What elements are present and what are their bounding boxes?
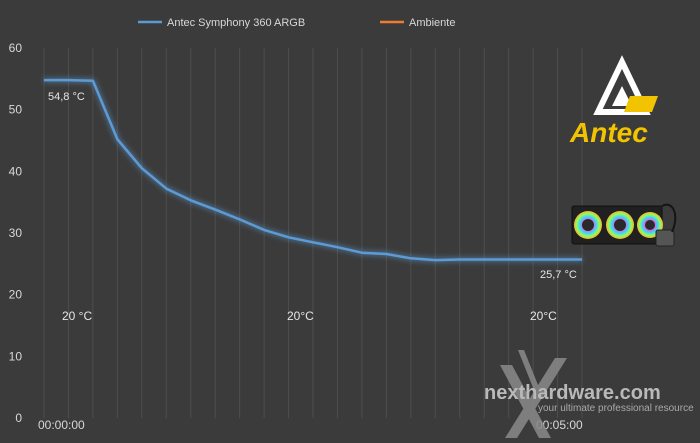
- antec-logo-text: Antec: [569, 117, 648, 148]
- annotations: 54,8 °C 25,7 °C 20 °C 20°C 20°C: [48, 91, 577, 323]
- y-tick-label: 20: [9, 288, 23, 302]
- x-logo-icon: [500, 350, 567, 440]
- legend-label-series-2: Ambiente: [409, 17, 455, 29]
- annotation-ambient-left: 20 °C: [62, 309, 92, 323]
- legend: Antec Symphony 360 ARGB Ambiente: [138, 17, 455, 29]
- y-tick-label: 30: [9, 226, 23, 240]
- vertical-gridlines: [43, 48, 583, 418]
- legend-label-series-1: Antec Symphony 360 ARGB: [167, 17, 305, 29]
- annotation-ambient-right: 20°C: [530, 309, 557, 323]
- annotation-ambient-mid: 20°C: [287, 309, 314, 323]
- series-line-1: [44, 78, 582, 262]
- y-tick-label: 50: [9, 103, 23, 117]
- y-axis-ticks: 0 10 20 30 40 50 60: [9, 41, 23, 425]
- antec-triangle-icon: [593, 55, 658, 115]
- watermark-sub-text: your ultimate professional resource: [538, 403, 694, 414]
- x-tick-label: 00:00:00: [38, 418, 85, 432]
- y-tick-label: 60: [9, 41, 23, 55]
- x-axis-ticks: 00:00:00 00:05:00: [38, 418, 583, 432]
- series-layer: [44, 78, 582, 296]
- antec-logo: Antec: [569, 55, 658, 148]
- y-tick-label: 40: [9, 164, 23, 178]
- y-tick-label: 0: [15, 411, 22, 425]
- watermark-main-text: nexthardware.com: [484, 382, 661, 404]
- y-tick-label: 10: [9, 349, 23, 363]
- cooler-product-image: [571, 203, 677, 247]
- annotation-end-value: 25,7 °C: [540, 269, 577, 281]
- nexthardware-watermark: nexthardware.com your ultimate professio…: [484, 350, 694, 440]
- annotation-start-value: 54,8 °C: [48, 91, 85, 103]
- x-tick-label: 00:05:00: [536, 418, 583, 432]
